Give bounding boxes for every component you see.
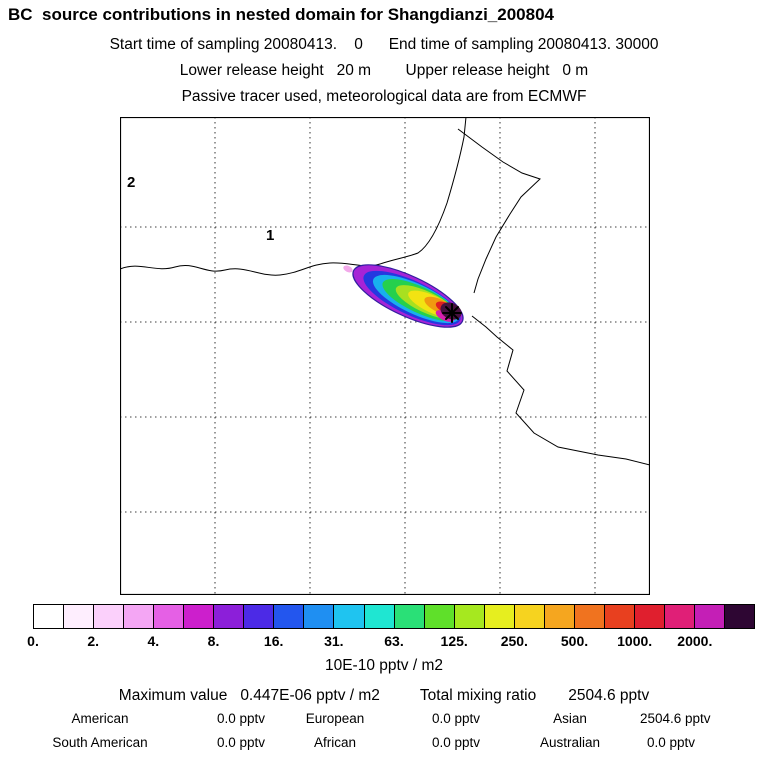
colorbar-cell — [394, 605, 425, 628]
colorbar-tick-label: 63. — [384, 633, 404, 649]
colorbar — [33, 604, 755, 629]
plume-outlier-spot — [343, 265, 353, 273]
colorbar-cell — [364, 605, 395, 628]
colorbar-tick-label: 16. — [263, 633, 284, 649]
contrib-value-south-american: 0.0 pptv — [216, 735, 265, 750]
contrib-value-australian: 0.0 pptv — [646, 735, 695, 750]
colorbar-ticks: 0. 2. 4. 8. 16. 31. 63. 125. 250. 500. 1000. 2000. — [27, 633, 755, 651]
colorbar-cell — [64, 605, 95, 628]
contrib-label-african: African — [313, 735, 357, 750]
domain-label-inner: 1 — [266, 227, 274, 244]
contrib-label-australian: Australian — [539, 735, 601, 750]
contrib-label-european: European — [305, 711, 365, 726]
release-heights-line: Lower release height 20 m Upper release … — [179, 62, 589, 79]
colorbar-cell — [274, 605, 305, 628]
colorbar-cell — [725, 605, 755, 628]
colorbar-cell — [454, 605, 485, 628]
contrib-value-european: 0.0 pptv — [431, 711, 480, 726]
plume — [343, 264, 464, 328]
colorbar-cell — [124, 605, 155, 628]
map-frame — [120, 117, 650, 595]
tracer-info-line: Passive tracer used, meteorological data… — [181, 88, 587, 105]
colorbar-cell — [424, 605, 455, 628]
domain-label-outer: 2 — [127, 174, 135, 191]
contributions-row-1: American 0.0 pptv European 0.0 pptv Asia… — [35, 711, 750, 726]
colorbar-tick-label: 1000. — [617, 633, 653, 649]
total-mixing-ratio-label: Total mixing ratio — [419, 687, 537, 704]
figure-title: BC source contributions in nested domain… — [8, 5, 554, 24]
colorbar-cell — [334, 605, 365, 628]
stats-line: Maximum value 0.447E-06 pptv / m2 Total … — [0, 687, 768, 705]
colorbar-tick-label: 500. — [560, 633, 589, 649]
contrib-value-african: 0.0 pptv — [431, 735, 480, 750]
colorbar-tick-label: 31. — [324, 633, 344, 649]
contrib-value-american: 0.0 pptv — [216, 711, 265, 726]
coastline — [471, 315, 650, 466]
colorbar-cell — [214, 605, 245, 628]
border-northeast — [457, 128, 541, 294]
receptor-marker — [442, 303, 462, 323]
colorbar-cell — [94, 605, 125, 628]
max-value: 0.447E-06 pptv / m2 — [240, 687, 380, 704]
map-panel: 2 1 — [120, 117, 650, 595]
colorbar-cell — [244, 605, 275, 628]
contrib-value-asian: 2504.6 pptv — [640, 711, 711, 726]
colorbar-cell — [664, 605, 696, 628]
colorbar-cell — [154, 605, 185, 628]
colorbar-cell — [604, 605, 635, 628]
colorbar-cell — [514, 605, 545, 628]
colorbar-cell — [544, 605, 575, 628]
colorbar-cell — [184, 605, 215, 628]
contrib-label-american: American — [71, 711, 129, 726]
contributions-row-2: South American 0.0 pptv African 0.0 pptv… — [35, 735, 750, 750]
colorbar-tick-label: 2000. — [677, 633, 713, 649]
colorbar-cell — [695, 605, 726, 628]
colorbar-tick-label: 125. — [440, 633, 468, 649]
colorbar-cell — [34, 605, 65, 628]
colorbar-cell — [574, 605, 605, 628]
colorbar-tick-label: 0. — [27, 633, 39, 649]
max-value-label: Maximum value — [118, 687, 228, 704]
colorbar-tick-label: 8. — [207, 633, 220, 649]
map-borders — [120, 117, 650, 466]
map-gridlines — [120, 117, 650, 595]
colorbar-tick-label: 250. — [500, 633, 528, 649]
contrib-label-south-american: South American — [52, 735, 148, 750]
colorbar-unit-label: 10E-10 pptv / m2 — [324, 657, 444, 674]
colorbar-cell — [304, 605, 335, 628]
sampling-times-line: Start time of sampling 20080413. 0 End t… — [109, 36, 659, 53]
colorbar-cell — [634, 605, 665, 628]
border-north — [120, 117, 467, 276]
colorbar-tick-label: 2. — [87, 633, 99, 649]
colorbar-tick-label: 4. — [147, 633, 160, 649]
colorbar-cell — [484, 605, 515, 628]
map-svg: 2 1 — [120, 117, 650, 595]
total-mixing-ratio-value: 2504.6 pptv — [568, 687, 650, 704]
contrib-label-asian: Asian — [553, 711, 587, 726]
